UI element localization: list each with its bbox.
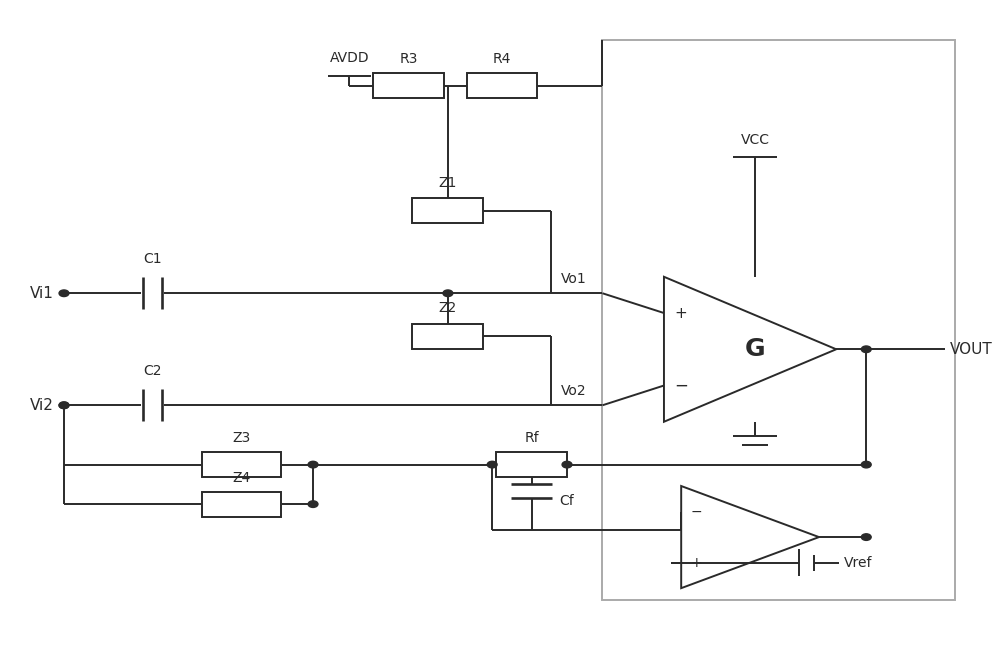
Text: Rf: Rf [524, 431, 539, 445]
Text: R3: R3 [399, 52, 418, 67]
Text: VOUT: VOUT [950, 342, 993, 357]
Text: Z2: Z2 [439, 301, 457, 316]
Circle shape [861, 534, 871, 540]
Text: +: + [690, 556, 702, 569]
Text: R4: R4 [493, 52, 511, 67]
Circle shape [59, 290, 69, 297]
Circle shape [861, 461, 871, 468]
Bar [373, 73, 444, 98]
Text: Cf: Cf [559, 494, 574, 508]
Text: −: − [690, 505, 702, 519]
Text: Vref: Vref [844, 556, 872, 569]
Bar [412, 324, 483, 349]
Bar [602, 40, 955, 600]
Text: −: − [674, 376, 688, 395]
Text: G: G [745, 337, 765, 361]
Text: +: + [674, 306, 687, 320]
Text: C1: C1 [143, 252, 162, 266]
Circle shape [487, 461, 497, 468]
Circle shape [59, 402, 69, 409]
Text: Z1: Z1 [439, 176, 457, 190]
Circle shape [861, 346, 871, 353]
Text: C2: C2 [143, 364, 162, 378]
Text: Z4: Z4 [232, 471, 250, 485]
Bar [496, 452, 567, 477]
Circle shape [308, 461, 318, 468]
Text: Vo1: Vo1 [561, 272, 587, 286]
Bar [467, 73, 537, 98]
Circle shape [308, 501, 318, 507]
Bar [202, 452, 281, 477]
Bar [202, 492, 281, 517]
Text: AVDD: AVDD [330, 51, 369, 65]
Text: VCC: VCC [741, 132, 770, 147]
Circle shape [443, 290, 453, 297]
Text: Z3: Z3 [232, 431, 250, 445]
Circle shape [562, 461, 572, 468]
Circle shape [59, 402, 69, 409]
Text: Vi2: Vi2 [30, 398, 54, 413]
Text: Vi1: Vi1 [30, 286, 54, 301]
Text: Vo2: Vo2 [561, 384, 587, 398]
Bar [412, 198, 483, 223]
